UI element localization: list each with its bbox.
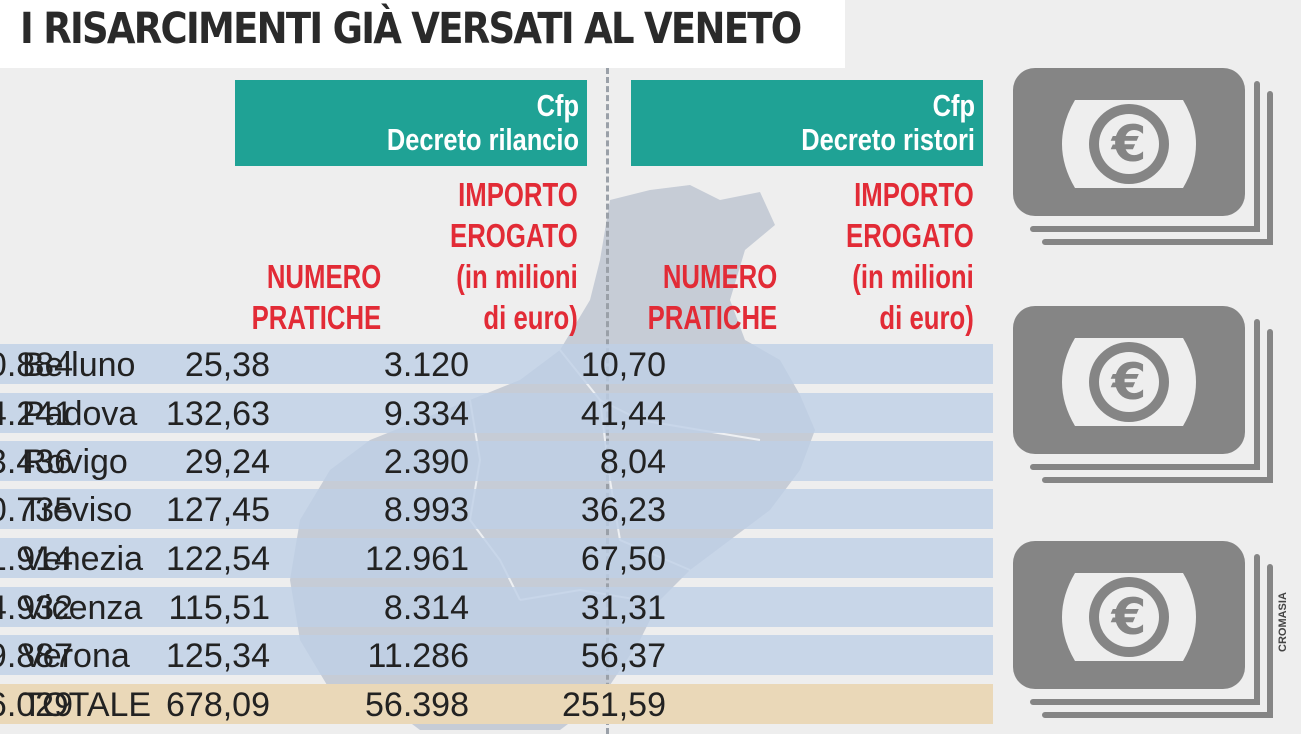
numero-ristori: 11.286 (367, 637, 469, 675)
importo-ristori: 56,37 (580, 637, 666, 675)
group-header-rilancio: Cfp Decreto rilancio (235, 80, 587, 166)
numero-ristori: 3.120 (383, 346, 469, 384)
total-label: TOTALE (22, 686, 152, 724)
province-name: Verona (22, 637, 130, 675)
total-numero-ristori: 56.398 (365, 686, 469, 724)
table-row: Belluno 10.884 25,38 3.120 10,70 (0, 344, 993, 384)
group-header-line2: Decreto ristori (801, 122, 975, 157)
col-header-line: NUMERO (266, 258, 381, 295)
table-row: Rovigo 13.436 29,24 2.390 8,04 (0, 441, 993, 481)
col-header-line: (in milioni (852, 258, 974, 295)
importo-ristori: 8,04 (599, 443, 666, 481)
table-row: Verona 39.887 125,34 11.286 56,37 (0, 635, 993, 675)
province-name: Belluno (22, 346, 136, 384)
numero-ristori: 9.334 (383, 395, 469, 433)
province-name: Vicenza (22, 589, 143, 627)
col-header-line: EROGATO (846, 217, 974, 254)
table-row: Padova 44.241 132,63 9.334 41,44 (0, 393, 993, 433)
svg-text:€: € (1111, 588, 1147, 646)
euro-banknotes-icon: € (1013, 306, 1273, 483)
group-header-line1: Cfp (536, 88, 579, 123)
credit-text: CROMASIA (1277, 592, 1289, 652)
importo-rilancio: 115,51 (168, 589, 270, 627)
col-header-line: EROGATO (450, 217, 578, 254)
table-row: Treviso 40.735 127,45 8.993 36,23 (0, 489, 993, 529)
col-header-numero-1: NUMERO PRATICHE (215, 256, 381, 338)
svg-text:€: € (1111, 115, 1147, 173)
importo-ristori: 36,23 (580, 491, 666, 529)
importo-rilancio: 127,45 (166, 491, 270, 529)
svg-text:€: € (1111, 353, 1147, 411)
numero-rilancio: 13.436 (0, 443, 73, 481)
group-header-line2: Decreto rilancio (386, 122, 579, 157)
table-row: Vicenza 34.932 115,51 8.314 31,31 (0, 587, 993, 627)
numero-rilancio: 44.241 (0, 395, 73, 433)
col-header-line: IMPORTO (854, 176, 974, 213)
province-name: Padova (22, 395, 138, 433)
province-name: Rovigo (22, 443, 128, 481)
total-importo-ristori: 251,59 (562, 686, 666, 724)
euro-banknotes-icon: € (1013, 68, 1273, 245)
group-header-ristori: Cfp Decreto ristori (631, 80, 983, 166)
importo-rilancio: 125,34 (166, 637, 270, 675)
numero-ristori: 8.314 (383, 589, 469, 627)
numero-rilancio: 39.887 (0, 637, 73, 675)
col-header-importo-1: IMPORTO EROGATO (in milioni di euro) (414, 174, 578, 338)
importo-ristori: 31,31 (580, 589, 666, 627)
total-numero-rilancio: 226.029 (0, 686, 73, 724)
numero-rilancio: 41.914 (0, 540, 73, 578)
page-title: I RISARCIMENTI GIÀ VERSATI AL VENETO (20, 4, 802, 54)
col-header-line: di euro) (483, 299, 578, 336)
col-header-line: PRATICHE (647, 299, 777, 336)
importo-rilancio: 122,54 (166, 540, 270, 578)
importo-ristori: 10,70 (580, 346, 666, 384)
col-header-line: (in milioni (456, 258, 578, 295)
total-importo-rilancio: 678,09 (166, 686, 270, 724)
col-header-numero-2: NUMERO PRATICHE (611, 256, 777, 338)
numero-ristori: 2.390 (383, 443, 469, 481)
numero-ristori: 12.961 (365, 540, 469, 578)
col-header-line: di euro) (879, 299, 974, 336)
province-name: Venezia (22, 540, 143, 578)
col-header-line: NUMERO (662, 258, 777, 295)
table-row: Venezia 41.914 122,54 12.961 67,50 (0, 538, 993, 578)
province-name: Treviso (22, 491, 133, 529)
col-header-line: IMPORTO (458, 176, 578, 213)
importo-rilancio: 132,63 (166, 395, 270, 433)
title-box: I RISARCIMENTI GIÀ VERSATI AL VENETO (0, 0, 845, 68)
importo-ristori: 67,50 (580, 540, 666, 578)
importo-rilancio: 29,24 (184, 443, 270, 481)
col-header-importo-2: IMPORTO EROGATO (in milioni di euro) (810, 174, 974, 338)
numero-rilancio: 34.932 (0, 589, 73, 627)
importo-ristori: 41,44 (580, 395, 666, 433)
euro-banknotes-icon: € (1013, 541, 1273, 718)
importo-rilancio: 25,38 (184, 346, 270, 384)
numero-ristori: 8.993 (383, 491, 469, 529)
total-row: TOTALE 226.029 678,09 56.398 251,59 (0, 684, 993, 724)
numero-rilancio: 10.884 (0, 346, 73, 384)
group-header-line1: Cfp (932, 88, 975, 123)
numero-rilancio: 40.735 (0, 491, 73, 529)
col-header-line: PRATICHE (251, 299, 381, 336)
